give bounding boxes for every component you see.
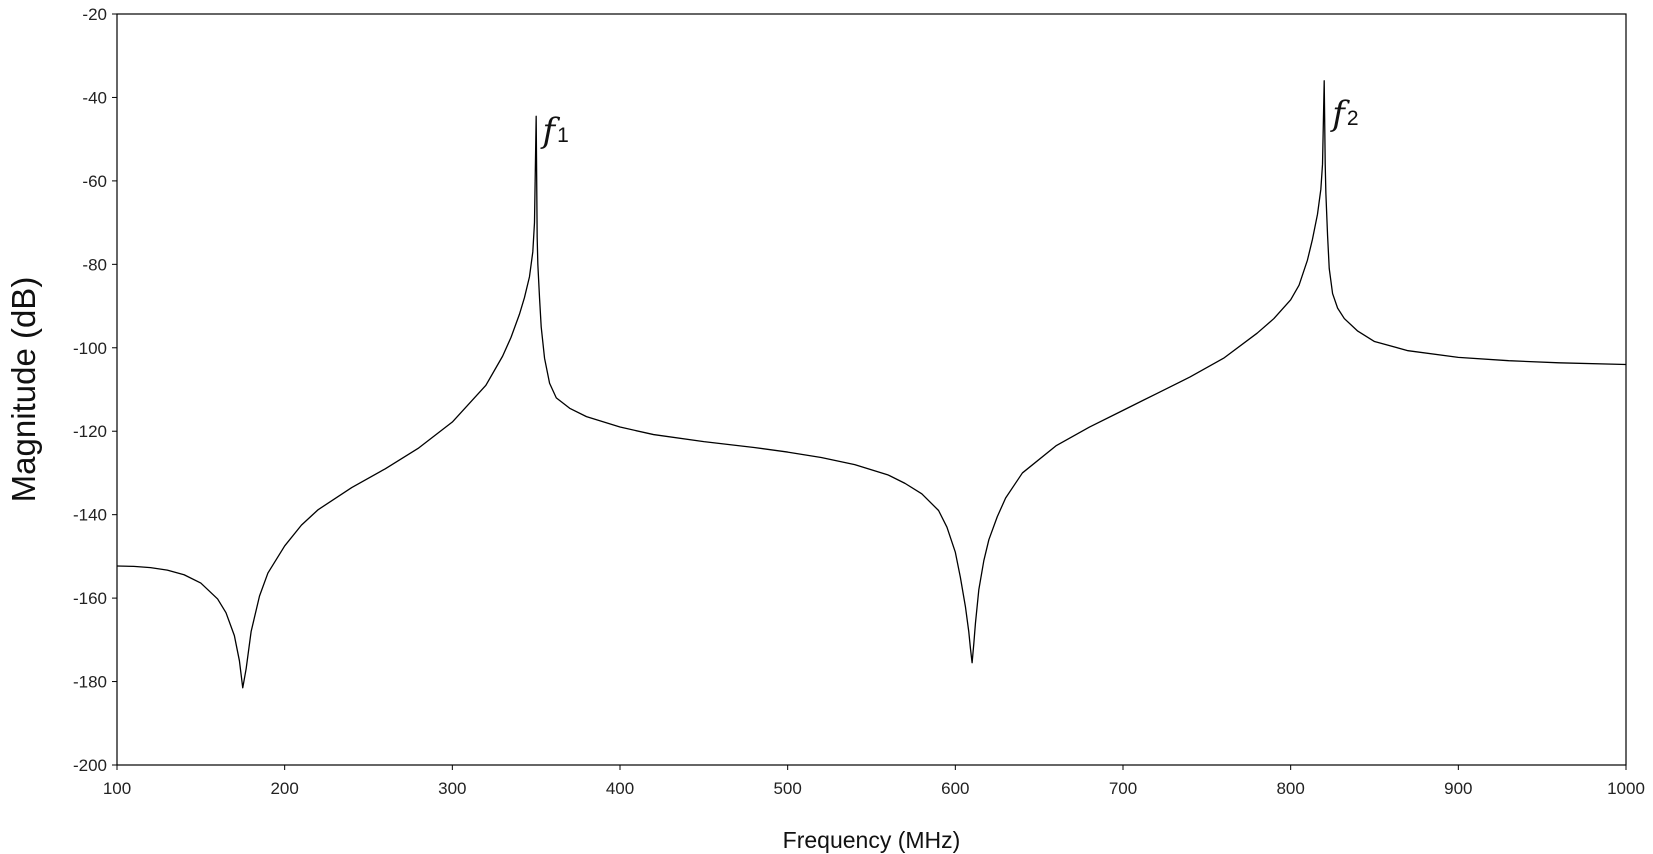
annotation-subscript: 1 [557, 124, 569, 147]
y-tick-label: -100 [73, 339, 107, 358]
x-axis-title: Frequency (MHz) [783, 827, 961, 853]
y-axis-title: Magnitude (dB) [5, 277, 42, 503]
x-tick-label: 900 [1444, 779, 1472, 798]
y-tick-label: -140 [73, 506, 107, 525]
x-tick-label: 600 [941, 779, 969, 798]
y-tick-label: -120 [73, 422, 107, 441]
x-tick-label: 700 [1109, 779, 1137, 798]
series-line [116, 80, 1627, 689]
y-tick-label: -180 [73, 673, 107, 692]
y-axis-ticks: -20 -40 -60 -80 -100 -120 -140 -160 -180 -200 [73, 5, 117, 775]
x-tick-label: 1000 [1607, 779, 1645, 798]
y-tick-label: -160 [73, 589, 107, 608]
x-axis-ticks: 100 200 300 400 500 600 700 800 900 1000 [103, 765, 1645, 798]
plot-frame [116, 13, 1627, 766]
x-tick-label: 100 [103, 779, 131, 798]
y-tick-label: -80 [82, 255, 107, 274]
x-tick-label: 800 [1276, 779, 1304, 798]
x-tick-label: 300 [438, 779, 466, 798]
y-tick-label: -60 [82, 172, 107, 191]
y-tick-label: -40 [82, 88, 107, 107]
y-tick-label: -20 [82, 5, 107, 24]
y-tick-label: -200 [73, 756, 107, 775]
x-tick-label: 400 [606, 779, 634, 798]
x-tick-label: 500 [773, 779, 801, 798]
annotation-subscript: 2 [1347, 107, 1359, 130]
x-tick-label: 200 [270, 779, 298, 798]
